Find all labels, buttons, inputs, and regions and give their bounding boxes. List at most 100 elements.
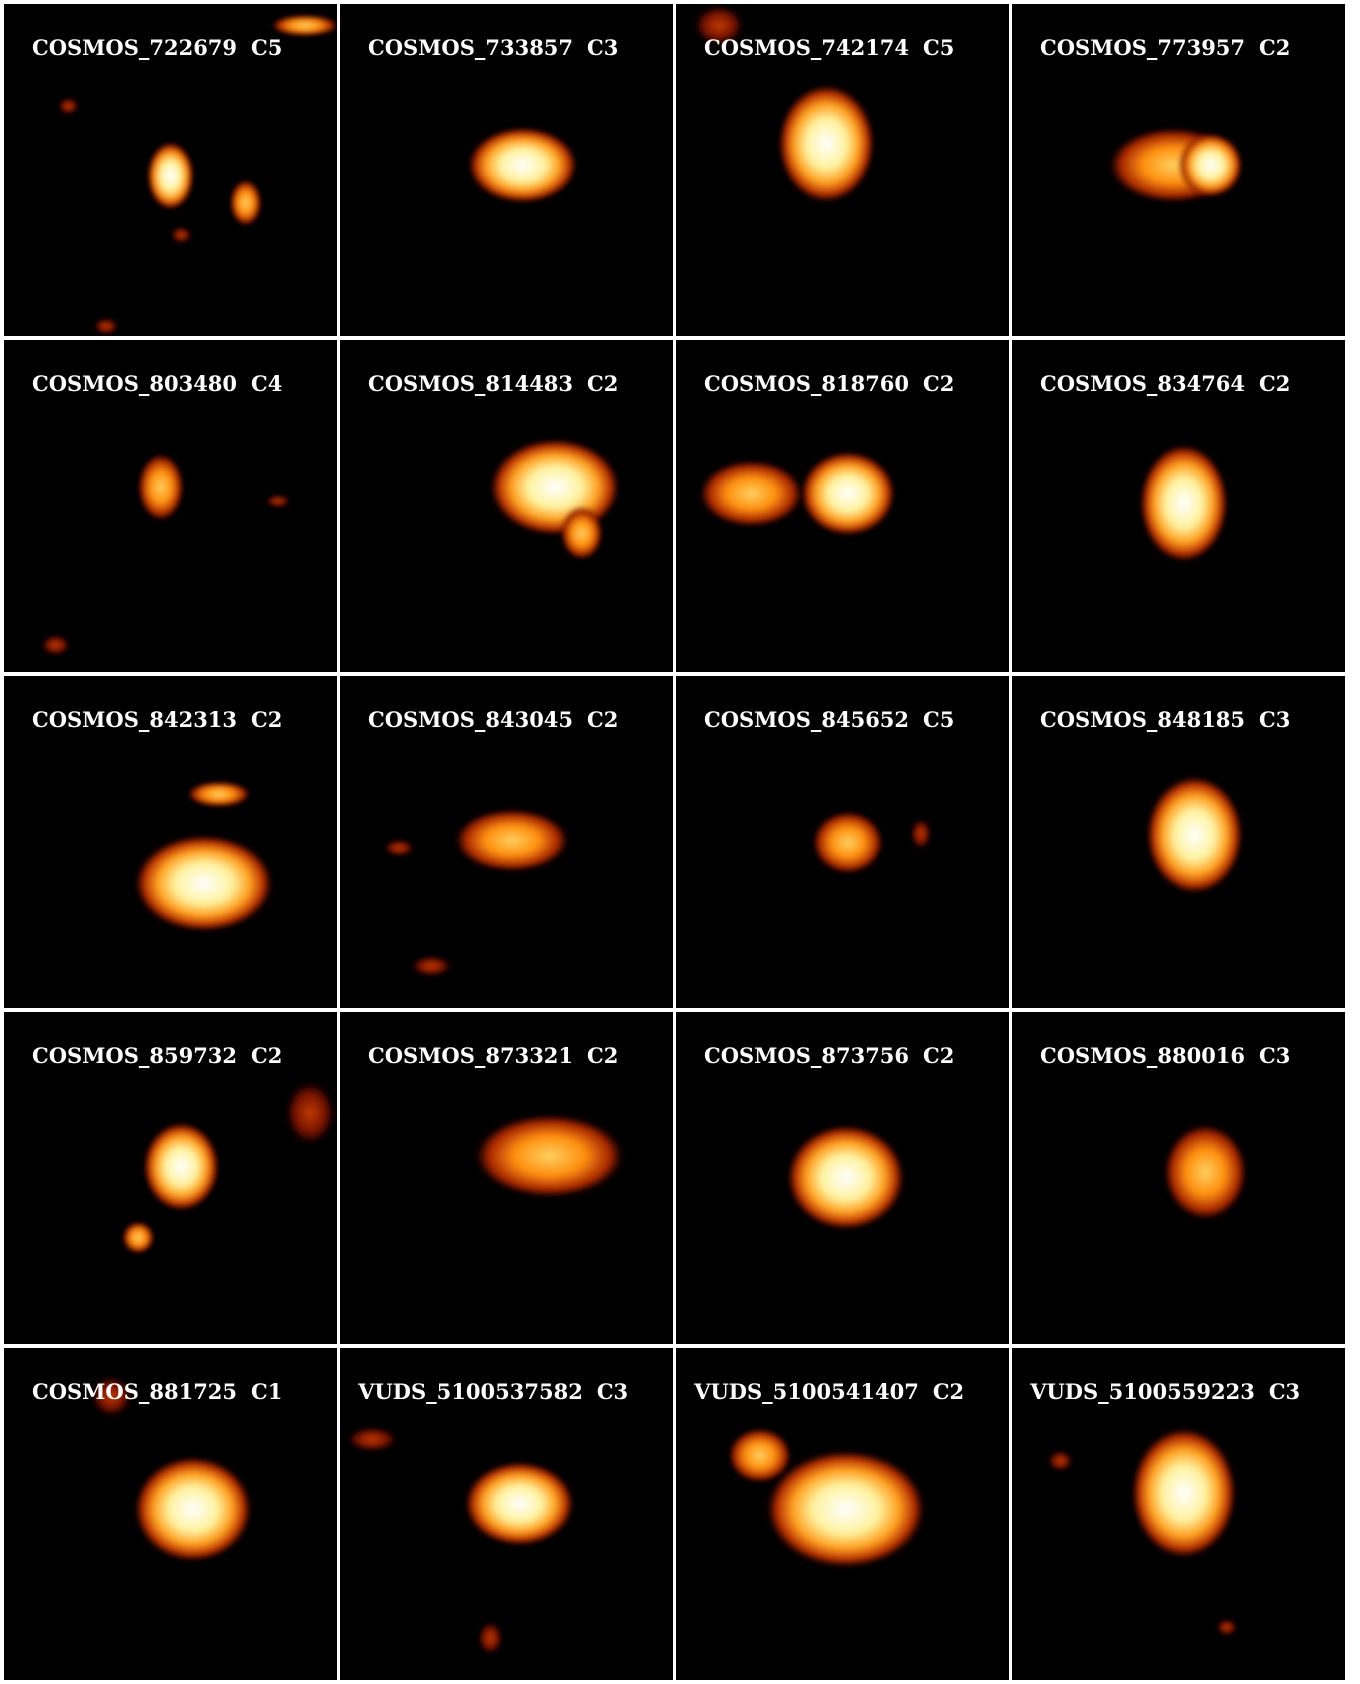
image-panel: COSMOS_859732 C2 bbox=[4, 1012, 337, 1344]
source-emission bbox=[692, 4, 746, 47]
source-emission bbox=[697, 459, 805, 528]
source-emission bbox=[229, 179, 262, 227]
image-panel: COSMOS_848185 C3 bbox=[1012, 676, 1345, 1008]
panel-label: COSMOS_880016 C3 bbox=[1040, 1043, 1290, 1068]
source-emission bbox=[409, 955, 453, 977]
source-emission bbox=[132, 1455, 254, 1563]
source-emission bbox=[137, 452, 185, 522]
source-id: VUDS_5100541407 bbox=[693, 1379, 919, 1404]
image-panel: COSMOS_843045 C2 bbox=[340, 676, 673, 1008]
source-id: COSMOS_873756 bbox=[704, 1043, 909, 1068]
source-emission bbox=[472, 1112, 627, 1199]
source-emission bbox=[1162, 1122, 1249, 1222]
source-class: C5 bbox=[923, 35, 954, 60]
panel-label: COSMOS_859732 C2 bbox=[32, 1043, 282, 1068]
panel-label: VUDS_5100541407 C2 bbox=[693, 1379, 964, 1404]
source-class: C2 bbox=[933, 1379, 964, 1404]
source-emission bbox=[122, 1221, 155, 1254]
panel-label: COSMOS_733857 C3 bbox=[368, 35, 618, 60]
image-panel: COSMOS_803480 C4 bbox=[4, 340, 337, 672]
source-class: C5 bbox=[923, 707, 954, 732]
source-class: C2 bbox=[587, 1043, 618, 1068]
source-id: COSMOS_818760 bbox=[704, 371, 909, 396]
source-emission bbox=[811, 810, 885, 875]
panel-label: COSMOS_814483 C2 bbox=[368, 371, 618, 396]
source-class: C3 bbox=[1269, 1379, 1300, 1404]
source-emission bbox=[477, 1620, 504, 1656]
source-class: C5 bbox=[251, 35, 282, 60]
panel-label: COSMOS_842313 C2 bbox=[32, 707, 282, 732]
source-emission bbox=[799, 450, 897, 537]
source-emission bbox=[89, 1374, 133, 1418]
source-emission bbox=[560, 506, 604, 561]
source-class: C4 bbox=[251, 371, 282, 396]
source-emission bbox=[186, 781, 252, 808]
image-panel: COSMOS_880016 C3 bbox=[1012, 1012, 1345, 1344]
image-panel: COSMOS_881725 C1 bbox=[4, 1348, 337, 1680]
image-panel: COSMOS_722679 C5 bbox=[4, 4, 337, 336]
panel-label: COSMOS_803480 C4 bbox=[32, 371, 282, 396]
source-emission bbox=[463, 1460, 576, 1547]
panel-label: COSMOS_834764 C2 bbox=[1040, 371, 1290, 396]
image-panel: VUDS_5100537582 C3 bbox=[340, 1348, 673, 1680]
source-class: C2 bbox=[923, 1043, 954, 1068]
source-class: C2 bbox=[587, 371, 618, 396]
source-id: COSMOS_845652 bbox=[704, 707, 909, 732]
panel-label: COSMOS_773957 C2 bbox=[1040, 35, 1290, 60]
source-id: COSMOS_814483 bbox=[368, 371, 573, 396]
source-emission bbox=[270, 14, 337, 37]
source-class: C3 bbox=[1259, 707, 1290, 732]
image-panel: COSMOS_834764 C2 bbox=[1012, 340, 1345, 672]
source-emission bbox=[93, 317, 119, 335]
image-panel: COSMOS_873321 C2 bbox=[340, 1012, 673, 1344]
source-emission bbox=[776, 83, 876, 204]
source-id: COSMOS_859732 bbox=[32, 1043, 237, 1068]
panel-label: VUDS_5100559223 C3 bbox=[1029, 1379, 1300, 1404]
source-emission bbox=[40, 634, 71, 656]
source-id: VUDS_5100559223 bbox=[1029, 1379, 1255, 1404]
source-emission bbox=[170, 226, 192, 244]
source-emission bbox=[265, 494, 291, 508]
panel-label: COSMOS_742174 C5 bbox=[704, 35, 954, 60]
panel-label: COSMOS_873756 C2 bbox=[704, 1043, 954, 1068]
panel-label: COSMOS_873321 C2 bbox=[368, 1043, 618, 1068]
source-emission bbox=[1145, 774, 1245, 896]
source-class: C2 bbox=[251, 707, 282, 732]
source-class: C2 bbox=[1259, 35, 1290, 60]
source-id: COSMOS_834764 bbox=[1040, 371, 1245, 396]
source-id: COSMOS_742174 bbox=[704, 35, 909, 60]
source-id: COSMOS_733857 bbox=[368, 35, 573, 60]
source-id: COSMOS_848185 bbox=[1040, 707, 1245, 732]
panel-label: COSMOS_818760 C2 bbox=[704, 371, 954, 396]
image-panel: COSMOS_873756 C2 bbox=[676, 1012, 1009, 1344]
source-id: COSMOS_880016 bbox=[1040, 1043, 1245, 1068]
source-emission bbox=[1138, 443, 1229, 564]
source-id: COSMOS_773957 bbox=[1040, 35, 1245, 60]
source-emission bbox=[57, 97, 80, 115]
source-id: COSMOS_843045 bbox=[368, 707, 573, 732]
source-emission bbox=[382, 839, 416, 857]
source-emission bbox=[910, 817, 932, 851]
panel-label: VUDS_5100537582 C3 bbox=[357, 1379, 628, 1404]
source-class: C2 bbox=[923, 371, 954, 396]
image-panel: COSMOS_842313 C2 bbox=[4, 676, 337, 1008]
source-emission bbox=[488, 437, 622, 537]
source-class: C3 bbox=[1259, 1043, 1290, 1068]
source-emission bbox=[764, 1448, 928, 1570]
source-emission bbox=[1047, 1450, 1074, 1472]
source-emission bbox=[1216, 1618, 1238, 1636]
source-id: COSMOS_873321 bbox=[368, 1043, 573, 1068]
source-emission bbox=[142, 1121, 220, 1212]
source-emission bbox=[452, 808, 571, 873]
image-panel: COSMOS_845652 C5 bbox=[676, 676, 1009, 1008]
image-panel: COSMOS_773957 C2 bbox=[1012, 4, 1345, 336]
source-id: COSMOS_842313 bbox=[32, 707, 237, 732]
source-emission bbox=[345, 1426, 400, 1453]
image-panel: VUDS_5100541407 C2 bbox=[676, 1348, 1009, 1680]
source-class: C3 bbox=[587, 35, 618, 60]
source-class: C2 bbox=[587, 707, 618, 732]
source-emission bbox=[727, 1427, 793, 1484]
panel-label: COSMOS_722679 C5 bbox=[32, 35, 282, 60]
